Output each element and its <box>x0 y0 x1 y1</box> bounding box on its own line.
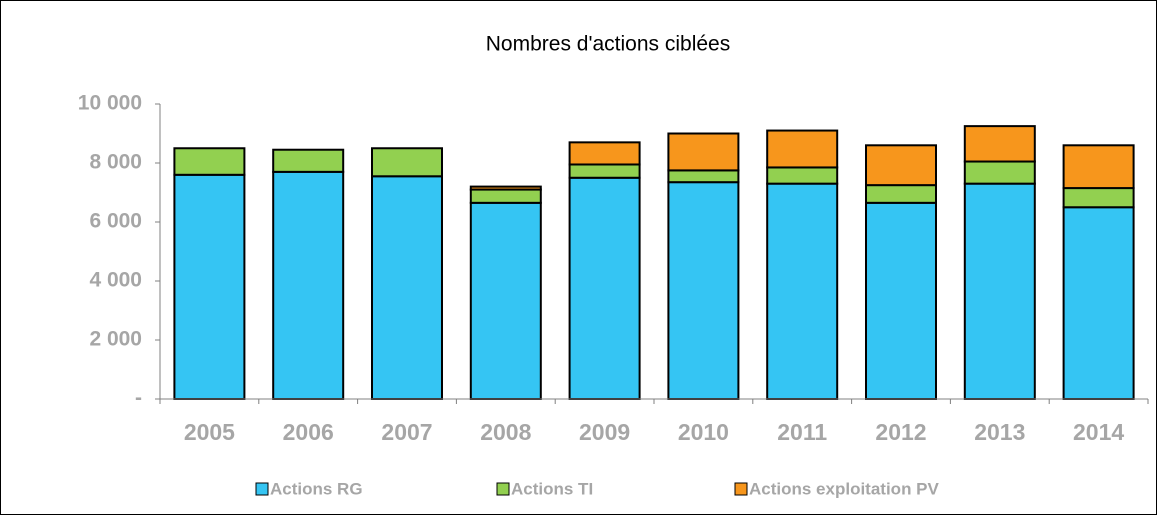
bar-segment <box>865 144 937 187</box>
bar-segment <box>272 148 345 173</box>
bar-segment <box>766 182 839 400</box>
y-tick-label: 6 000 <box>89 210 142 233</box>
bar-segment <box>173 147 246 176</box>
x-tick-label: 2011 <box>777 419 827 445</box>
x-tick-label: 2009 <box>579 419 630 445</box>
bar-segment <box>667 132 740 172</box>
bar-segment <box>667 169 740 184</box>
x-tick-label: 2012 <box>875 419 926 445</box>
bar-segment <box>963 125 1036 163</box>
x-tick-label: 2010 <box>678 419 729 445</box>
legend-label: Actions RG <box>270 479 363 498</box>
bar-segment <box>371 175 443 400</box>
legend-swatch <box>496 482 510 496</box>
bar-segment <box>568 163 641 179</box>
legend-label: Actions exploitation PV <box>749 479 940 498</box>
bar-segment <box>667 181 740 400</box>
bar-segment <box>963 182 1036 400</box>
legend-swatch <box>255 482 269 496</box>
x-tick-label: 2008 <box>480 419 531 445</box>
bar-segment <box>865 184 937 204</box>
y-tick-label: 8 000 <box>89 151 142 174</box>
bar-segment <box>371 147 443 178</box>
x-tick-label: 2006 <box>283 419 334 445</box>
bar-segment <box>469 185 542 191</box>
bar-segment <box>469 188 542 204</box>
bar-segment <box>865 201 937 400</box>
bar-segment <box>1062 206 1135 400</box>
bar-segment <box>1062 187 1135 209</box>
bar-segment <box>568 176 641 400</box>
bar-segment <box>766 129 839 169</box>
chart-title: Nombres d'actions ciblées <box>486 33 730 56</box>
bar-segment <box>173 173 246 400</box>
x-tick-label: 2007 <box>381 419 432 445</box>
y-tick-label: - <box>135 387 142 410</box>
y-tick-label: 2 000 <box>89 328 142 351</box>
legend-swatch <box>734 482 748 496</box>
bar-segment <box>766 166 839 185</box>
x-tick-label: 2014 <box>1073 419 1124 445</box>
bar-segment <box>963 160 1036 185</box>
bar-segment <box>1062 144 1135 190</box>
x-tick-label: 2005 <box>184 419 235 445</box>
x-tick-label: 2013 <box>974 419 1025 445</box>
y-tick-label: 10 000 <box>78 92 142 115</box>
bar-segment <box>272 170 345 400</box>
bar-segment <box>568 141 641 166</box>
y-tick-label: 4 000 <box>89 269 142 292</box>
bar-segment <box>469 201 542 400</box>
legend-label: Actions TI <box>511 479 593 498</box>
